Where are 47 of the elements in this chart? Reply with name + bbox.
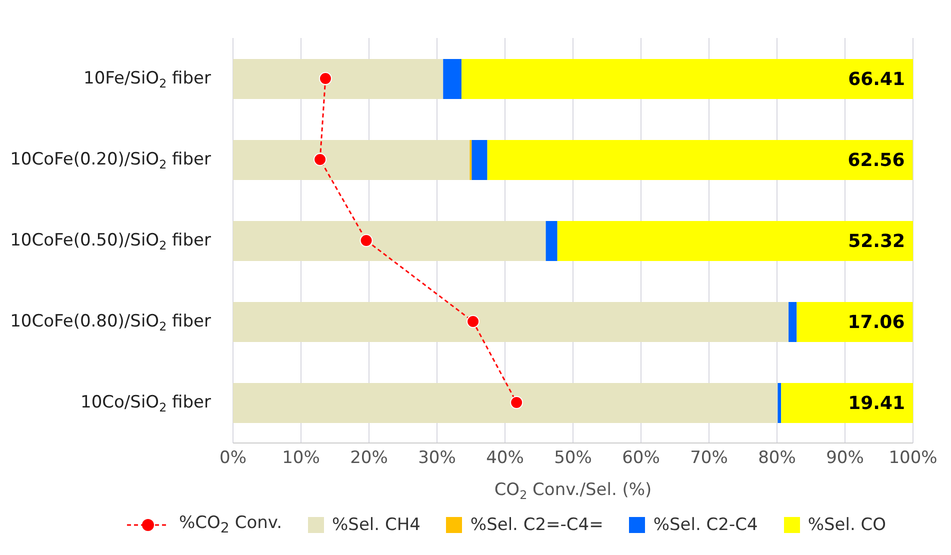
data-label: 17.06: [848, 312, 905, 333]
bar: [233, 140, 470, 180]
x-tick-label: 30%: [418, 448, 456, 468]
data-label: 66.41: [848, 69, 905, 90]
data-label: 19.41: [848, 393, 905, 414]
data-label: 52.32: [848, 231, 905, 252]
x-tick-label: 70%: [690, 448, 728, 468]
legend-label: %Sel. CO: [808, 514, 886, 535]
legend-label: %CO$_{2}$ Conv.: [179, 513, 282, 536]
bar: [796, 302, 913, 342]
y-tick-label: 10Co/SiO$_{2}$ fiber: [80, 392, 211, 414]
bar: [557, 221, 913, 261]
legend-label: %Sel. C2-C4: [653, 514, 758, 535]
y-tick-label: 10CoFe(0.20)/SiO$_{2}$ fiber: [10, 150, 211, 172]
x-tick-label: 90%: [826, 448, 864, 468]
point: [314, 153, 327, 166]
x-tick-label: 60%: [622, 448, 660, 468]
bar: [443, 59, 462, 99]
data-label: 62.56: [848, 150, 905, 171]
bar: [472, 140, 488, 180]
y-tick-label: 10CoFe(0.50)/SiO$_{2}$ fiber: [10, 230, 211, 252]
bar: [487, 140, 913, 180]
x-tick-label: 80%: [758, 448, 796, 468]
bar: [461, 59, 913, 99]
x-tick-label: 20%: [350, 448, 388, 468]
bar: [778, 383, 782, 423]
y-tick-label: 10Fe/SiO$_{2}$ fiber: [84, 68, 211, 90]
bar: [233, 59, 444, 99]
x-tick-label: 40%: [486, 448, 524, 468]
y-tick-label: 10CoFe(0.80)/SiO$_{2}$ fiber: [10, 312, 211, 334]
x-tick-label: 10%: [282, 448, 320, 468]
bar: [233, 383, 778, 423]
legend-label: %Sel. C2=-C4=: [470, 514, 604, 535]
legend-label: %Sel. CH4: [332, 514, 420, 535]
point: [466, 315, 480, 328]
x-tick-label: 100%: [888, 448, 938, 468]
point: [318, 72, 332, 85]
bar: [788, 302, 797, 342]
bar: [781, 383, 913, 423]
bar: [233, 221, 546, 261]
x-tick-label: 0%: [220, 448, 246, 468]
bar: [233, 302, 789, 342]
x-axis-title: CO$_{2}$ Conv./Sel. (%): [494, 480, 652, 502]
point: [360, 234, 373, 247]
point: [510, 396, 524, 409]
bar: [546, 221, 558, 261]
x-tick-label: 50%: [554, 448, 592, 468]
